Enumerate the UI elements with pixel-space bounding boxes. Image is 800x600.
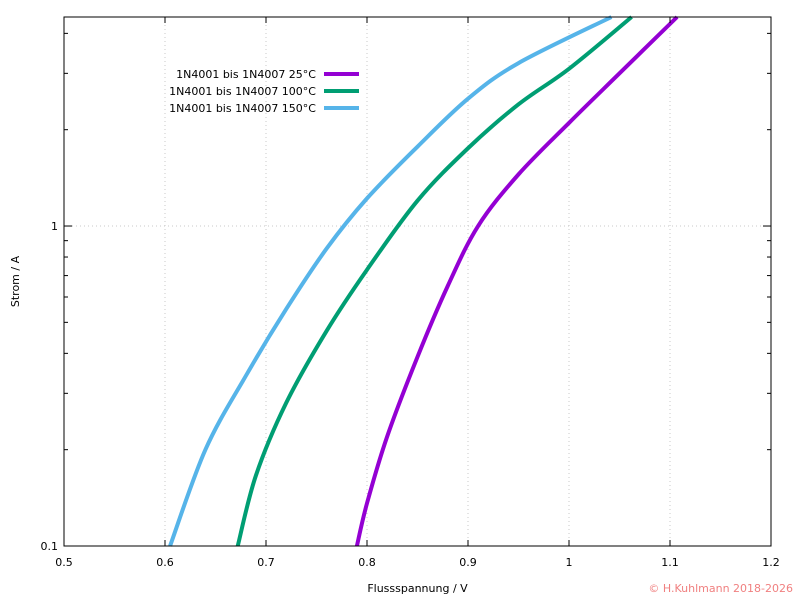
y-tick-label: 0.1 xyxy=(41,540,59,553)
grid xyxy=(64,17,771,546)
x-tick-label: 1.1 xyxy=(661,556,679,569)
x-tick-label: 0.6 xyxy=(156,556,174,569)
copyright-annotation: © H.Kuhlmann 2018-2026 xyxy=(648,582,793,595)
x-tick-label: 1 xyxy=(566,556,573,569)
x-tick-label: 0.7 xyxy=(257,556,275,569)
legend-label-1: 1N4001 bis 1N4007 25°C xyxy=(176,68,316,81)
x-tick-label: 0.5 xyxy=(55,556,73,569)
series-line-3 xyxy=(168,15,613,547)
series-line-2 xyxy=(235,15,633,547)
y-tick-label: 1 xyxy=(51,220,58,233)
plot-frame xyxy=(63,16,772,547)
x-tick-label: 1.2 xyxy=(762,556,780,569)
x-tick-label: 0.8 xyxy=(358,556,376,569)
legend-label-3: 1N4001 bis 1N4007 150°C xyxy=(169,102,316,115)
x-axis-title: Flussspannung / V xyxy=(367,582,468,595)
y-axis-title: Strom / A xyxy=(9,255,22,307)
x-tick-label: 0.9 xyxy=(459,556,477,569)
series-lines xyxy=(168,15,679,547)
legend: 1N4001 bis 1N4007 25°C 1N4001 bis 1N4007 … xyxy=(169,68,359,115)
axis-ticks: 0.5 0.6 0.7 0.8 0.9 1 1.1 1.2 0.1 1 xyxy=(41,17,780,569)
legend-label-2: 1N4001 bis 1N4007 100°C xyxy=(169,85,316,98)
series-line-1 xyxy=(354,15,679,547)
